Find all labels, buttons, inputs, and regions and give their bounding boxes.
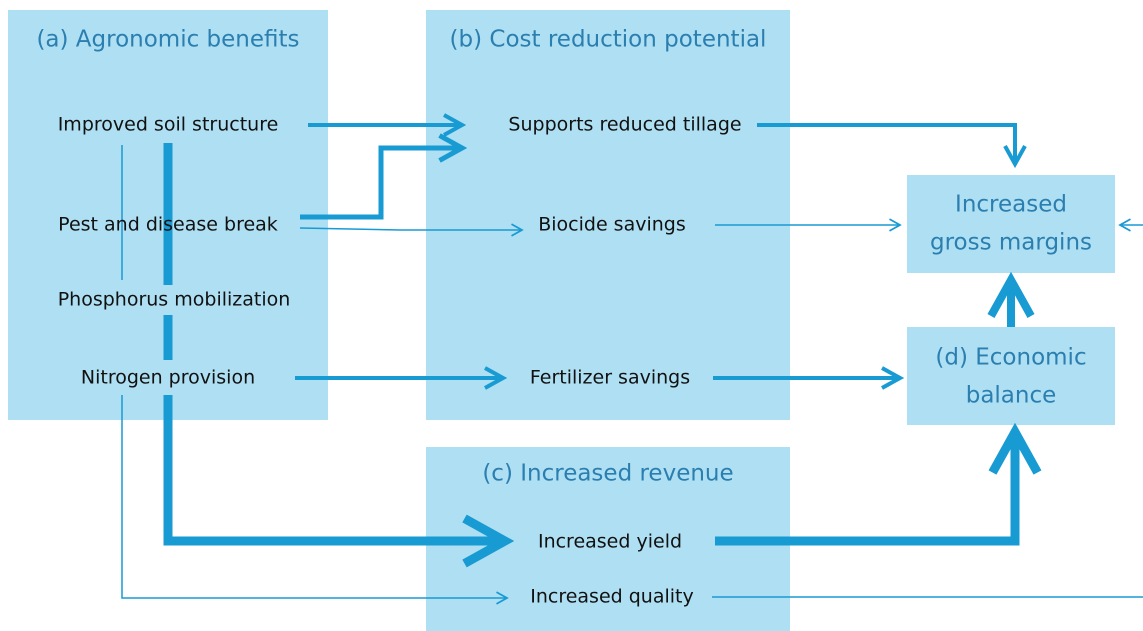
item: Pest and disease break	[58, 214, 278, 236]
item: Nitrogen provision	[81, 367, 255, 389]
outcome-text: (d) Economic	[935, 345, 1086, 371]
box-title: (a) Agronomic benefits	[36, 27, 299, 53]
item: Supports reduced tillage	[508, 114, 741, 136]
arrow	[121, 395, 509, 605]
boxes	[8, 10, 1115, 631]
item: Fertilizer savings	[530, 367, 690, 389]
item: Phosphorus mobilization	[58, 289, 291, 311]
box-gross-margins	[907, 175, 1115, 273]
item: Biocide savings	[538, 214, 686, 236]
item: Increased quality	[530, 586, 694, 608]
box-title: (c) Increased revenue	[482, 461, 733, 487]
item: Improved soil structure	[58, 114, 279, 136]
box-b	[426, 10, 790, 420]
outcome-text: Increased	[955, 192, 1067, 218]
arrow	[163, 395, 505, 541]
arrow	[757, 123, 1015, 164]
item: Increased yield	[538, 531, 682, 553]
outcome-text: balance	[966, 383, 1057, 409]
arrow	[300, 148, 462, 220]
arrow	[715, 432, 1015, 546]
arrows	[121, 123, 1143, 605]
box-title: (b) Cost reduction potential	[450, 27, 767, 53]
box-d	[907, 327, 1115, 425]
arrow	[299, 223, 524, 237]
outcome-text: gross margins	[930, 230, 1092, 256]
